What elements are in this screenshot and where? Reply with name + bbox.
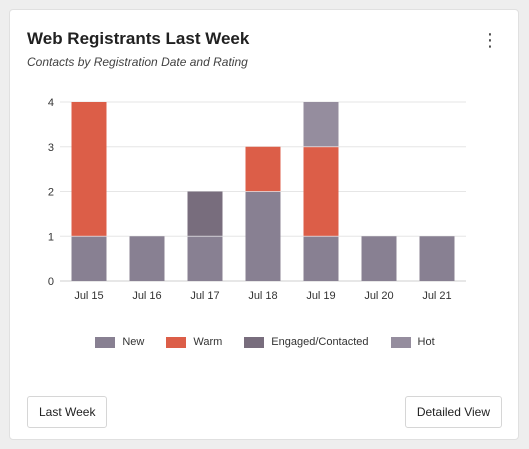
x-tick-label: Jul 19 <box>306 290 335 302</box>
last-week-button[interactable]: Last Week <box>27 396 108 428</box>
legend-swatch <box>244 336 265 348</box>
legend-item-hot[interactable]: Hot <box>390 336 435 348</box>
x-tick-label: Jul 17 <box>190 290 219 302</box>
y-tick-label: 0 <box>48 276 54 288</box>
bar-segment-new[interactable] <box>361 236 397 281</box>
legend-swatch <box>166 336 187 348</box>
bar-segment-new[interactable] <box>303 236 339 281</box>
x-tick-label: Jul 15 <box>74 290 103 302</box>
x-tick-label: Jul 18 <box>248 290 277 302</box>
bar-segment-new[interactable] <box>71 236 107 281</box>
legend-item-new[interactable]: New <box>95 336 144 348</box>
bar-segment-new[interactable] <box>129 236 165 281</box>
bar-segment-new[interactable] <box>419 236 455 281</box>
y-tick-label: 2 <box>48 187 54 199</box>
y-tick-label: 3 <box>48 142 54 154</box>
y-tick-label: 4 <box>48 97 54 109</box>
legend-label: Warm <box>193 336 223 348</box>
card-subtitle: Contacts by Registration Date and Rating <box>27 55 248 69</box>
x-tick-label: Jul 20 <box>364 290 393 302</box>
bar-segment-hot[interactable] <box>303 102 339 147</box>
legend-item-engaged-contacted[interactable]: Engaged/Contacted <box>244 336 369 348</box>
legend-swatch <box>390 336 411 348</box>
legend-label: Hot <box>417 336 435 348</box>
x-tick-label: Jul 16 <box>132 290 161 302</box>
bar-segment-new[interactable] <box>245 191 281 282</box>
chart-card: Web Registrants Last Week Contacts by Re… <box>9 9 519 440</box>
y-tick-label: 1 <box>48 231 54 243</box>
legend-item-warm[interactable]: Warm <box>166 336 222 348</box>
bar-segment-warm[interactable] <box>71 102 107 237</box>
card-title: Web Registrants Last Week <box>27 29 250 48</box>
detailed-view-button[interactable]: Detailed View <box>404 396 502 428</box>
bar-segment-warm[interactable] <box>303 146 339 237</box>
stacked-bar-chart: 0 1 2 3 4 Jul 15 Jul 16 Jul 17 Jul 18 Jul 19 Jul 2… <box>48 97 466 302</box>
bar-segment-warm[interactable] <box>245 146 281 192</box>
bar-segment-engaged-contacted[interactable] <box>187 191 223 237</box>
legend-swatch <box>95 336 116 348</box>
x-tick-label: Jul 21 <box>422 290 451 302</box>
chart-legend: New Warm Engaged/Contacted Hot <box>10 336 520 348</box>
legend-label: Engaged/Contacted <box>271 336 369 348</box>
bar-segment-new[interactable] <box>187 236 223 281</box>
more-vertical-icon[interactable]: ⋮ <box>476 29 504 53</box>
legend-label: New <box>122 336 145 348</box>
